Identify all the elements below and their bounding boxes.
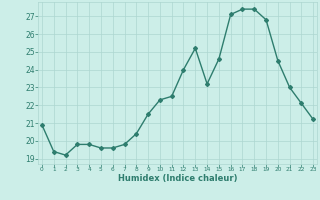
X-axis label: Humidex (Indice chaleur): Humidex (Indice chaleur) [118,174,237,183]
